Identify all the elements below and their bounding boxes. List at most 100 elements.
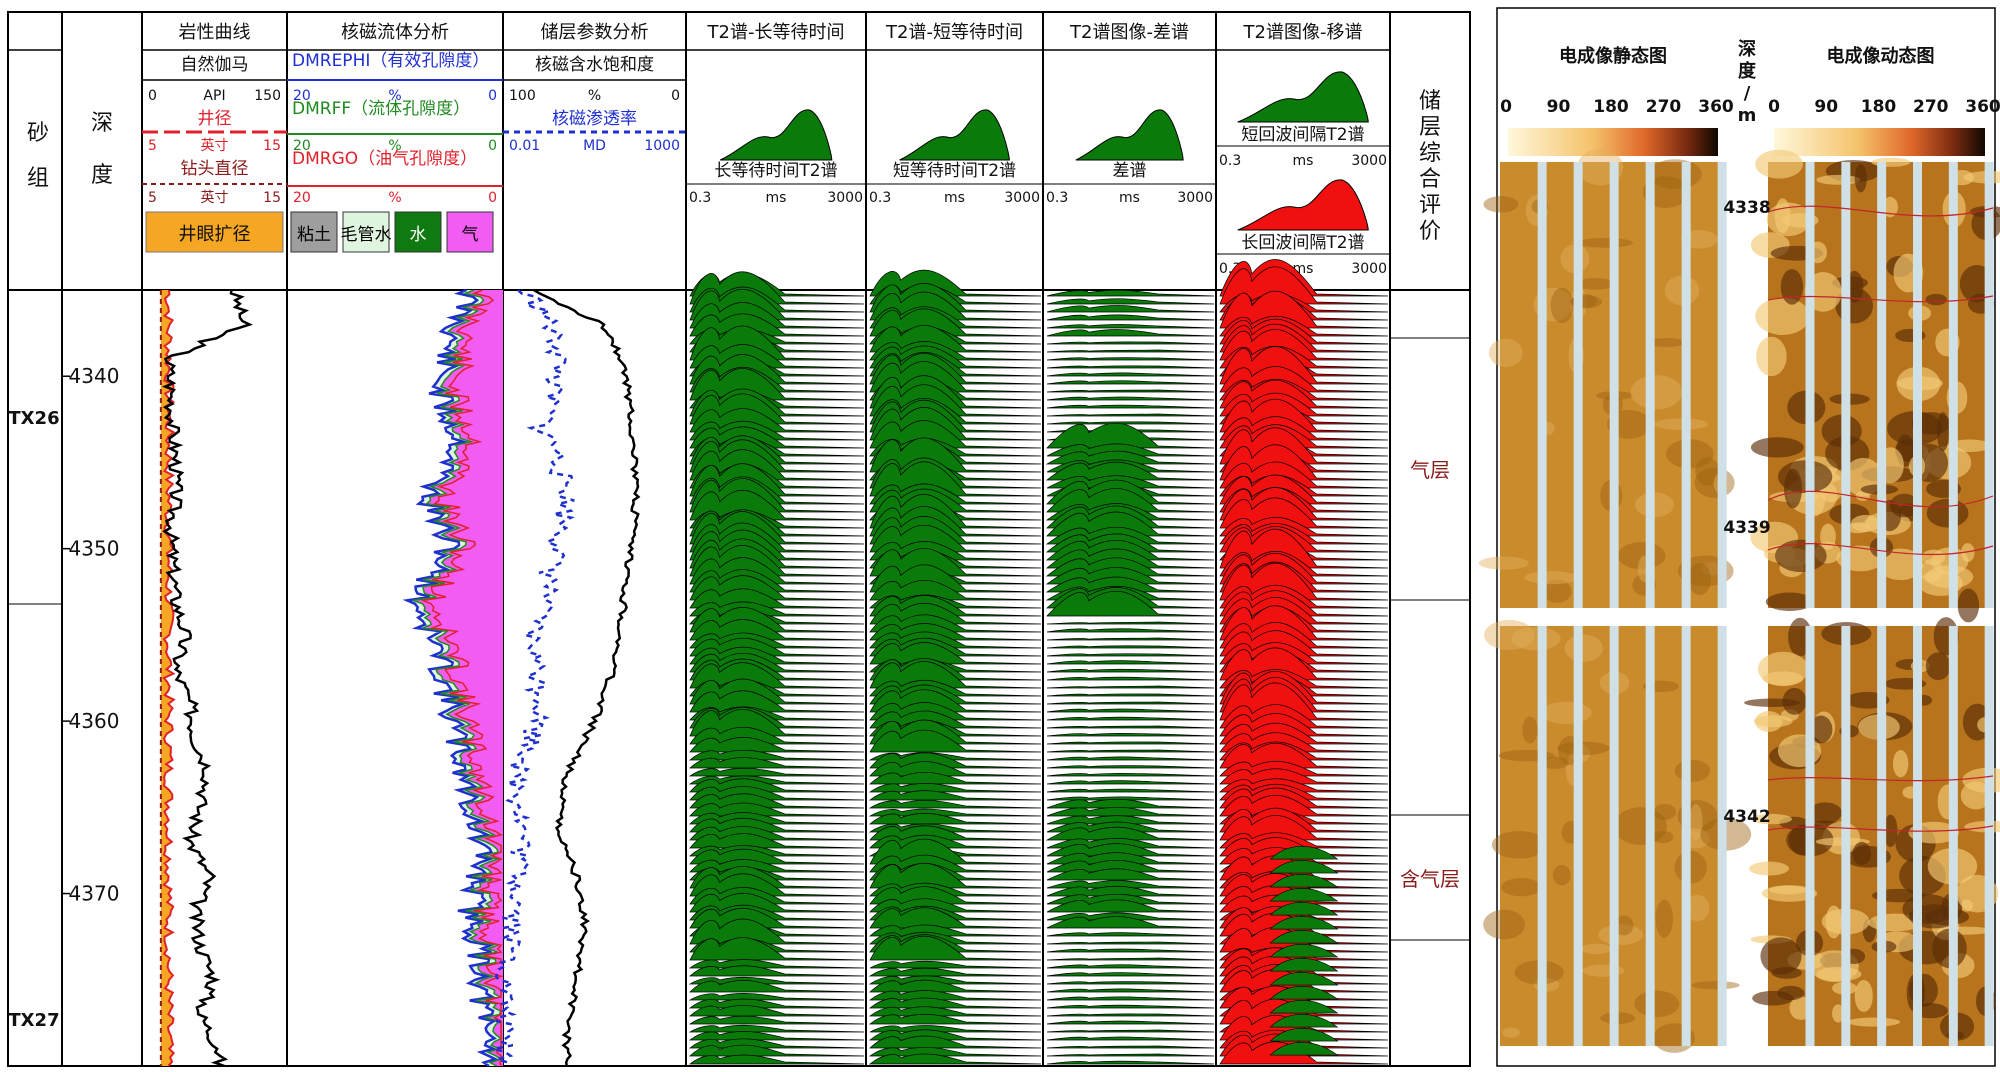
depth-header: 度 xyxy=(91,163,113,188)
t2-spectrum xyxy=(1047,816,1214,824)
azimuth-tick: 180 xyxy=(1593,97,1629,117)
t2-spectrum xyxy=(1047,661,1214,664)
image-texture xyxy=(1501,878,1541,896)
t2-axis-unit: ms xyxy=(1293,153,1314,169)
t2-spectrum xyxy=(1047,933,1214,936)
image-texture xyxy=(1755,298,1809,335)
t2-spectra-track xyxy=(870,270,1041,1064)
t2-spectrum xyxy=(1047,973,1214,976)
evaluation-header: 层 xyxy=(1419,115,1441,140)
sand-group-header: 组 xyxy=(27,166,49,191)
t2-spectrum xyxy=(1047,1061,1214,1064)
t2-spectra-track xyxy=(1047,290,1214,1064)
pad-gap xyxy=(1949,162,1958,608)
t2-header-label: 短回波间隔T2谱 xyxy=(1241,125,1364,145)
image-texture xyxy=(1771,967,1801,979)
pad-gap xyxy=(1610,162,1619,608)
image-texture xyxy=(1653,804,1676,820)
legend-name: DMRFF（流体孔隙度） xyxy=(292,99,470,119)
image-texture xyxy=(1654,418,1708,430)
image-texture xyxy=(1927,499,1969,528)
image-texture xyxy=(1524,571,1578,584)
t2-spectrum xyxy=(1047,942,1214,944)
image-texture xyxy=(1871,158,1910,167)
t2-spectrum xyxy=(1047,733,1214,736)
pad-gap xyxy=(1841,162,1850,608)
t2-spectrum xyxy=(690,1025,864,1032)
scale-right: 0 xyxy=(488,88,497,104)
pad-gap xyxy=(1538,162,1547,608)
image-texture xyxy=(1483,196,1518,212)
t2-header-spectrum xyxy=(720,110,832,160)
t2-spectrum xyxy=(1047,423,1214,448)
scale-right: 1000 xyxy=(644,138,680,154)
azimuth-tick: 90 xyxy=(1814,97,1838,117)
depth-column-title: 度 xyxy=(1738,60,1757,82)
image-texture xyxy=(1769,886,1807,895)
scale-right: 0 xyxy=(488,138,497,154)
t2-axis-min: 0.3 xyxy=(1219,153,1241,169)
t2-spectrum xyxy=(870,783,1041,792)
t2-spectrum xyxy=(1047,1014,1214,1016)
t2-spectrum xyxy=(690,1031,864,1040)
t2-spectrum xyxy=(1047,773,1214,776)
t2-axis-min: 0.3 xyxy=(869,190,891,206)
scale-unit: 英寸 xyxy=(201,189,229,206)
t2-spectrum xyxy=(1047,654,1214,656)
t2-spectrum xyxy=(870,800,1041,808)
t2-spectrum xyxy=(1047,686,1214,688)
pad-gap xyxy=(1682,626,1691,1046)
image-texture xyxy=(1483,910,1525,940)
legend-name: 钻头直径 xyxy=(181,159,249,179)
t2-spectrum xyxy=(1047,694,1214,696)
t2-spectrum xyxy=(1047,414,1214,416)
dynamic-image-lower xyxy=(1744,617,2000,1046)
pad-gap xyxy=(1985,626,1994,1046)
t2-spectrum xyxy=(1047,881,1214,888)
t2-spectrum xyxy=(870,968,1041,976)
depth-column-title: 深 xyxy=(1738,38,1756,60)
t2-spectrum xyxy=(690,1016,864,1024)
image-texture xyxy=(1541,702,1592,724)
t2-spectrum xyxy=(1047,342,1214,344)
image-texture xyxy=(1756,337,1787,376)
track-title: T2谱-长等待时间 xyxy=(707,22,845,43)
t2-spectrum xyxy=(1047,390,1214,392)
image-texture xyxy=(1691,981,1740,989)
azimuth-tick: 360 xyxy=(1965,97,2000,117)
scale-left: 5 xyxy=(148,138,157,154)
pad-gap xyxy=(1610,626,1619,1046)
image-texture xyxy=(1634,991,1679,1017)
scale-right: 0 xyxy=(488,190,497,206)
image-texture xyxy=(1675,760,1710,782)
track-title: 岩性曲线 xyxy=(179,22,251,43)
pad-gap xyxy=(1718,162,1727,608)
t2-spectrum xyxy=(1047,1054,1214,1056)
static-image-title: 电成像静态图 xyxy=(1559,45,1667,67)
t2-header-spectrum xyxy=(1238,72,1369,122)
depth-column-title: m xyxy=(1738,105,1757,126)
t2-spectra-track xyxy=(690,272,864,1064)
t2-axis-unit: ms xyxy=(944,190,965,206)
t2-spectrum xyxy=(1047,646,1214,648)
t2-spectrum xyxy=(690,993,864,1000)
image-texture xyxy=(1758,652,1808,686)
pad-gap xyxy=(1913,162,1922,608)
t2-spectrum xyxy=(1047,742,1214,744)
t2-spectrum xyxy=(1047,422,1214,424)
t2-spectrum xyxy=(1047,789,1214,792)
scale-left: 20 xyxy=(293,190,311,206)
scale-right: 15 xyxy=(263,190,281,206)
legend-name: DMRGO（油气孔隙度） xyxy=(292,149,477,169)
scale-unit: API xyxy=(203,88,225,104)
azimuth-tick: 270 xyxy=(1646,97,1682,117)
t2-header-label: 长回波间隔T2谱 xyxy=(1241,233,1364,253)
t2-spectrum xyxy=(1047,1030,1214,1032)
image-texture xyxy=(1631,375,1683,409)
water-saturation-curve xyxy=(534,290,639,1066)
image-depth-label: 4342 xyxy=(1723,807,1770,827)
t2-spectrum xyxy=(1047,324,1214,328)
t2-header-spectrum xyxy=(900,110,1010,160)
permeability-curve xyxy=(494,290,574,1066)
pad-gap xyxy=(1913,626,1922,1046)
